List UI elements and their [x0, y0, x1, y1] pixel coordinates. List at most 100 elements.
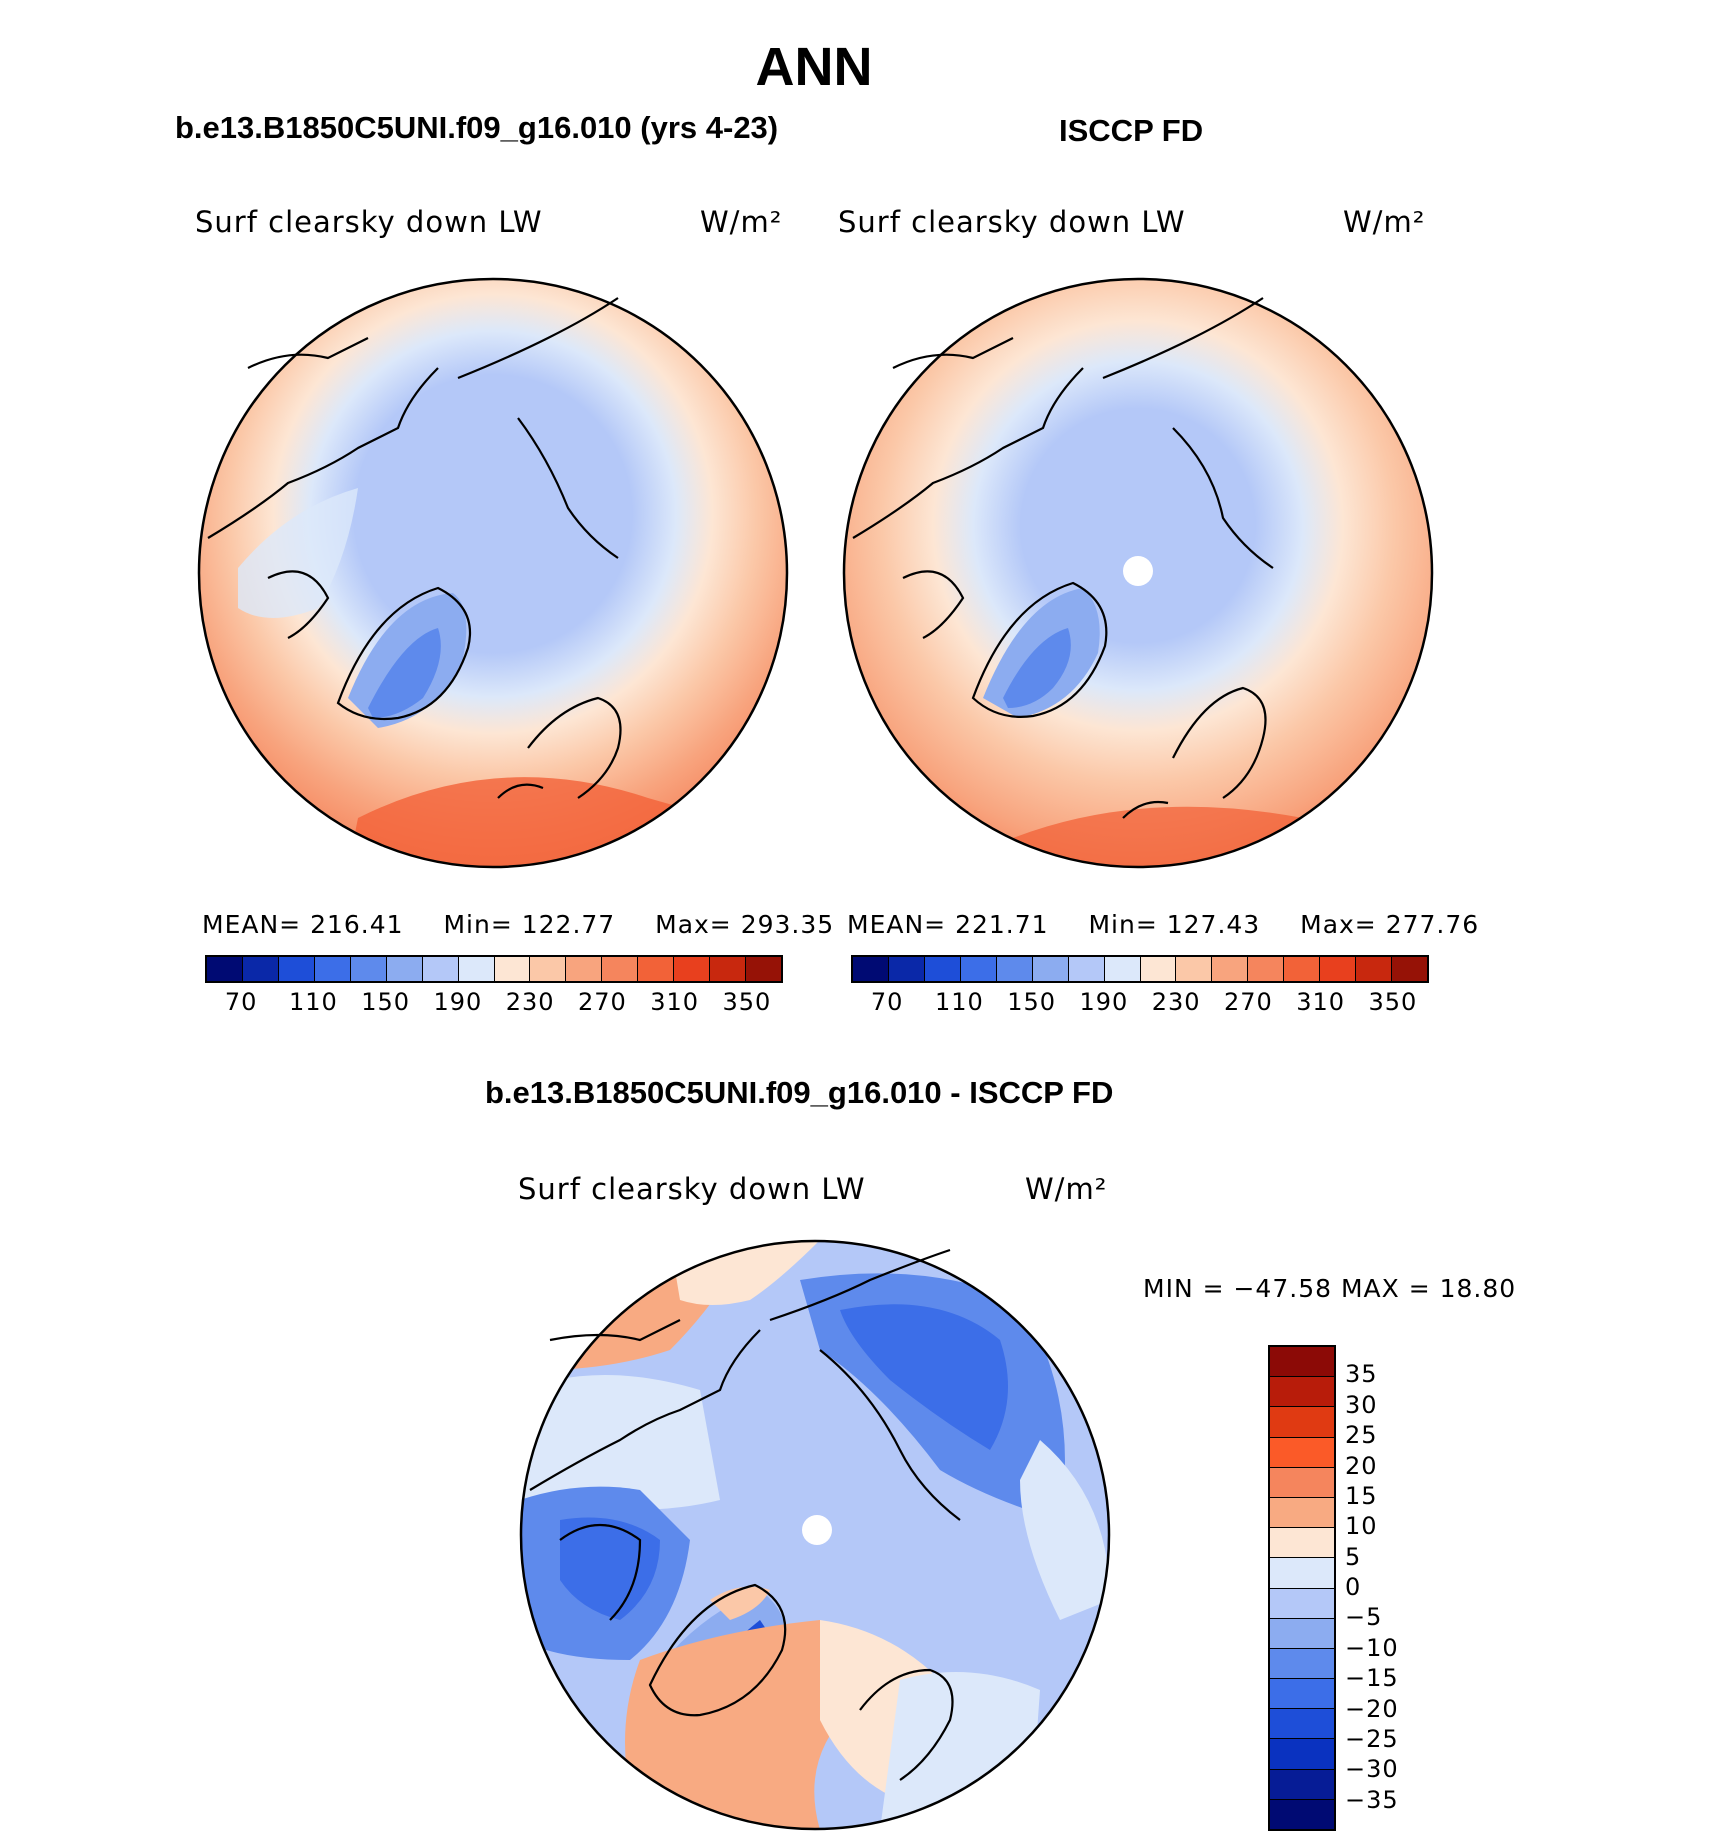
colorbar-swatch [1320, 957, 1357, 981]
colorbar-swatch [1392, 957, 1427, 981]
model-min-value: 122.77 [521, 910, 616, 939]
diff-colorbar-swatch [1270, 1467, 1334, 1498]
colorbar-swatch [638, 957, 675, 981]
diff-greenland-warm [710, 1586, 770, 1620]
colorbar-swatch [1032, 957, 1069, 981]
diff-colorbar-tick-label: −5 [1345, 1603, 1383, 1632]
diff-variable-label: Surf clearsky down LW [518, 1172, 866, 1206]
colorbar-tick-label: 190 [433, 988, 483, 1016]
diff-colorbar-tick-label: 35 [1345, 1360, 1378, 1389]
model-coast-canada [207, 367, 439, 639]
colorbar-tick-label: 70 [224, 988, 258, 1016]
colorbar-swatch [1248, 957, 1285, 981]
obs-coast-alaska [892, 337, 1014, 369]
model-polar-map [197, 277, 789, 869]
model-coast-alaska [247, 337, 369, 369]
colorbar-swatch [386, 957, 423, 981]
colorbar-tick-label: 350 [1368, 988, 1418, 1016]
model-units-label: W/m² [700, 205, 783, 239]
diff-colorbar-tick-label: −25 [1345, 1724, 1399, 1753]
colorbar-swatch [242, 957, 279, 981]
colorbar-swatch [494, 957, 531, 981]
diff-colorbar-swatch [1270, 1407, 1334, 1438]
model-mean-label: MEAN= [202, 910, 302, 939]
diff-colorbar-tick-label: 15 [1345, 1481, 1378, 1510]
colorbar-tick-label: 310 [1296, 988, 1346, 1016]
colorbar-swatch [207, 957, 243, 981]
model-greenland-core [368, 628, 441, 718]
obs-greenland-core [1003, 628, 1071, 708]
colorbar-swatch [710, 957, 747, 981]
model-stats: MEAN= 216.41 Min= 122.77 Max= 293.35 [202, 910, 834, 939]
diff-pole-hole [802, 1515, 832, 1545]
diff-colorbar-swatch [1270, 1618, 1334, 1649]
diff-colorbar-tick-label: 25 [1345, 1421, 1378, 1450]
obs-colorbar [851, 955, 1429, 983]
model-max-label: Max= [655, 910, 732, 939]
diff-colorbar-tick-label: 10 [1345, 1512, 1378, 1541]
obs-variable-label: Surf clearsky down LW [838, 205, 1186, 239]
diff-colorbar-tick-label: 5 [1345, 1542, 1362, 1571]
diff-coast-scandinavia [859, 1668, 954, 1781]
diff-colorbar-swatch [1270, 1739, 1334, 1770]
colorbar-swatch [853, 957, 889, 981]
diff-colorbar-tick-label: −20 [1345, 1694, 1399, 1723]
model-coast-greenland [336, 586, 472, 721]
colorbar-swatch [1104, 957, 1141, 981]
obs-coast-siberia [1102, 297, 1274, 569]
colorbar-swatch [888, 957, 925, 981]
diff-west-cool [521, 1375, 720, 1510]
colorbar-swatch [350, 957, 387, 981]
model-colorbar [205, 955, 783, 983]
diff-panel-title: b.e13.B1850C5UNI.f09_g16.010 - ISCCP FD [485, 1075, 1114, 1110]
colorbar-tick-label: 270 [577, 988, 627, 1016]
diff-colorbar-swatch [1270, 1769, 1334, 1800]
diff-colorbar-swatch [1270, 1437, 1334, 1468]
colorbar-swatch [996, 957, 1033, 981]
model-panel-title: b.e13.B1850C5UNI.f09_g16.010 (yrs 4-23) [175, 110, 779, 145]
diff-colorbar [1268, 1345, 1336, 1831]
model-coast-scandinavia [497, 696, 622, 799]
model-max-value: 293.35 [740, 910, 835, 939]
colorbar-swatch [924, 957, 961, 981]
colorbar-swatch [422, 957, 459, 981]
obs-polar-map [842, 277, 1434, 869]
model-coast-siberia [457, 297, 619, 559]
obs-pole-hole [1123, 556, 1153, 586]
diff-units-label: W/m² [1025, 1172, 1108, 1206]
obs-panel-title: ISCCP FD [1059, 113, 1204, 148]
obs-max-value: 277.76 [1385, 910, 1480, 939]
obs-coast-canada [852, 367, 1084, 639]
obs-stats: MEAN= 221.71 Min= 127.43 Max= 277.76 [847, 910, 1479, 939]
diff-atlantic-warm [625, 1620, 860, 1829]
diff-colorbar-swatch [1270, 1709, 1334, 1740]
colorbar-swatch [602, 957, 639, 981]
obs-coast-greenland [971, 581, 1108, 718]
diff-colorbar-swatch [1270, 1679, 1334, 1710]
colorbar-tick-label: 110 [288, 988, 338, 1016]
colorbar-tick-label: 70 [870, 988, 904, 1016]
diff-coast-alaska [549, 1319, 681, 1342]
season-title: ANN [755, 37, 873, 97]
diff-colorbar-tick-label: −15 [1345, 1664, 1399, 1693]
obs-min-value: 127.43 [1166, 910, 1261, 939]
obs-mean-label: MEAN= [847, 910, 947, 939]
diff-colorbar-tick-label: 20 [1345, 1451, 1378, 1480]
colorbar-swatch [458, 957, 495, 981]
model-mean-value: 216.41 [310, 910, 404, 939]
colorbar-tick-label: 270 [1223, 988, 1273, 1016]
diff-colorbar-swatch [1270, 1347, 1334, 1378]
diff-colorbar-swatch [1270, 1648, 1334, 1680]
diff-coast-canada [529, 1329, 761, 1621]
diff-colorbar-swatch [1270, 1799, 1334, 1829]
diff-canada-core [560, 1517, 660, 1620]
diff-coast-siberia [769, 1248, 961, 1521]
diff-colorbar-swatch [1270, 1558, 1334, 1589]
colorbar-swatch [1212, 957, 1249, 981]
diff-colorbar-tick-label: −10 [1345, 1633, 1399, 1662]
colorbar-swatch [1284, 957, 1321, 981]
diff-colorbar-swatch [1270, 1528, 1334, 1559]
model-min-label: Min= [443, 910, 513, 939]
diff-east-ring [1020, 1440, 1109, 1620]
diff-colorbar-swatch [1270, 1497, 1334, 1529]
